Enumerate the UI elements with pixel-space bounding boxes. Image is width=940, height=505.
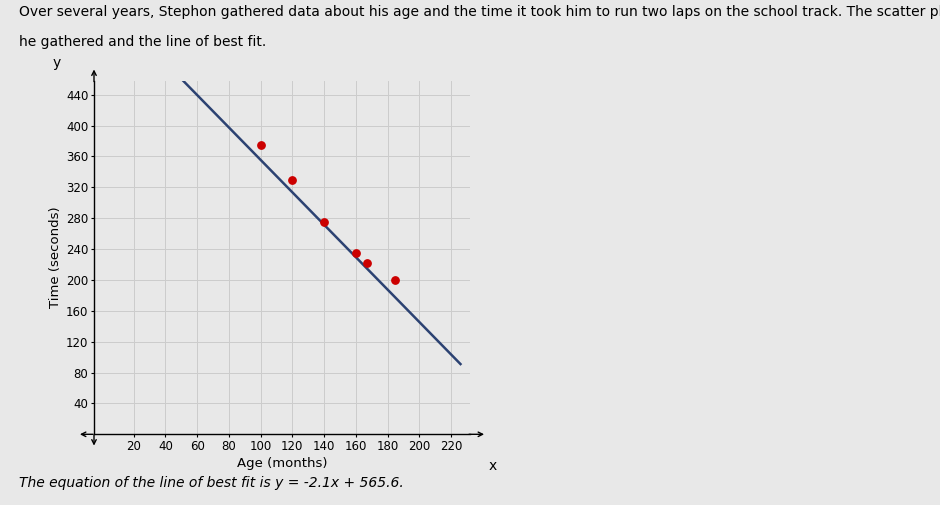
Text: y: y [53,56,60,70]
Point [317,218,332,226]
Text: Over several years, Stephon gathered data about his age and the time it took him: Over several years, Stephon gathered dat… [19,5,940,19]
Text: The equation of the line of best fit is y = -2.1x + 565.6.: The equation of the line of best fit is … [19,476,403,490]
Point [359,259,374,267]
Point [388,276,403,284]
Point [253,141,268,149]
Text: x: x [489,459,497,473]
X-axis label: Age (months): Age (months) [237,457,327,470]
Y-axis label: Time (seconds): Time (seconds) [49,207,62,309]
Point [285,176,300,184]
Point [348,249,363,257]
Text: he gathered and the line of best fit.: he gathered and the line of best fit. [19,35,266,49]
